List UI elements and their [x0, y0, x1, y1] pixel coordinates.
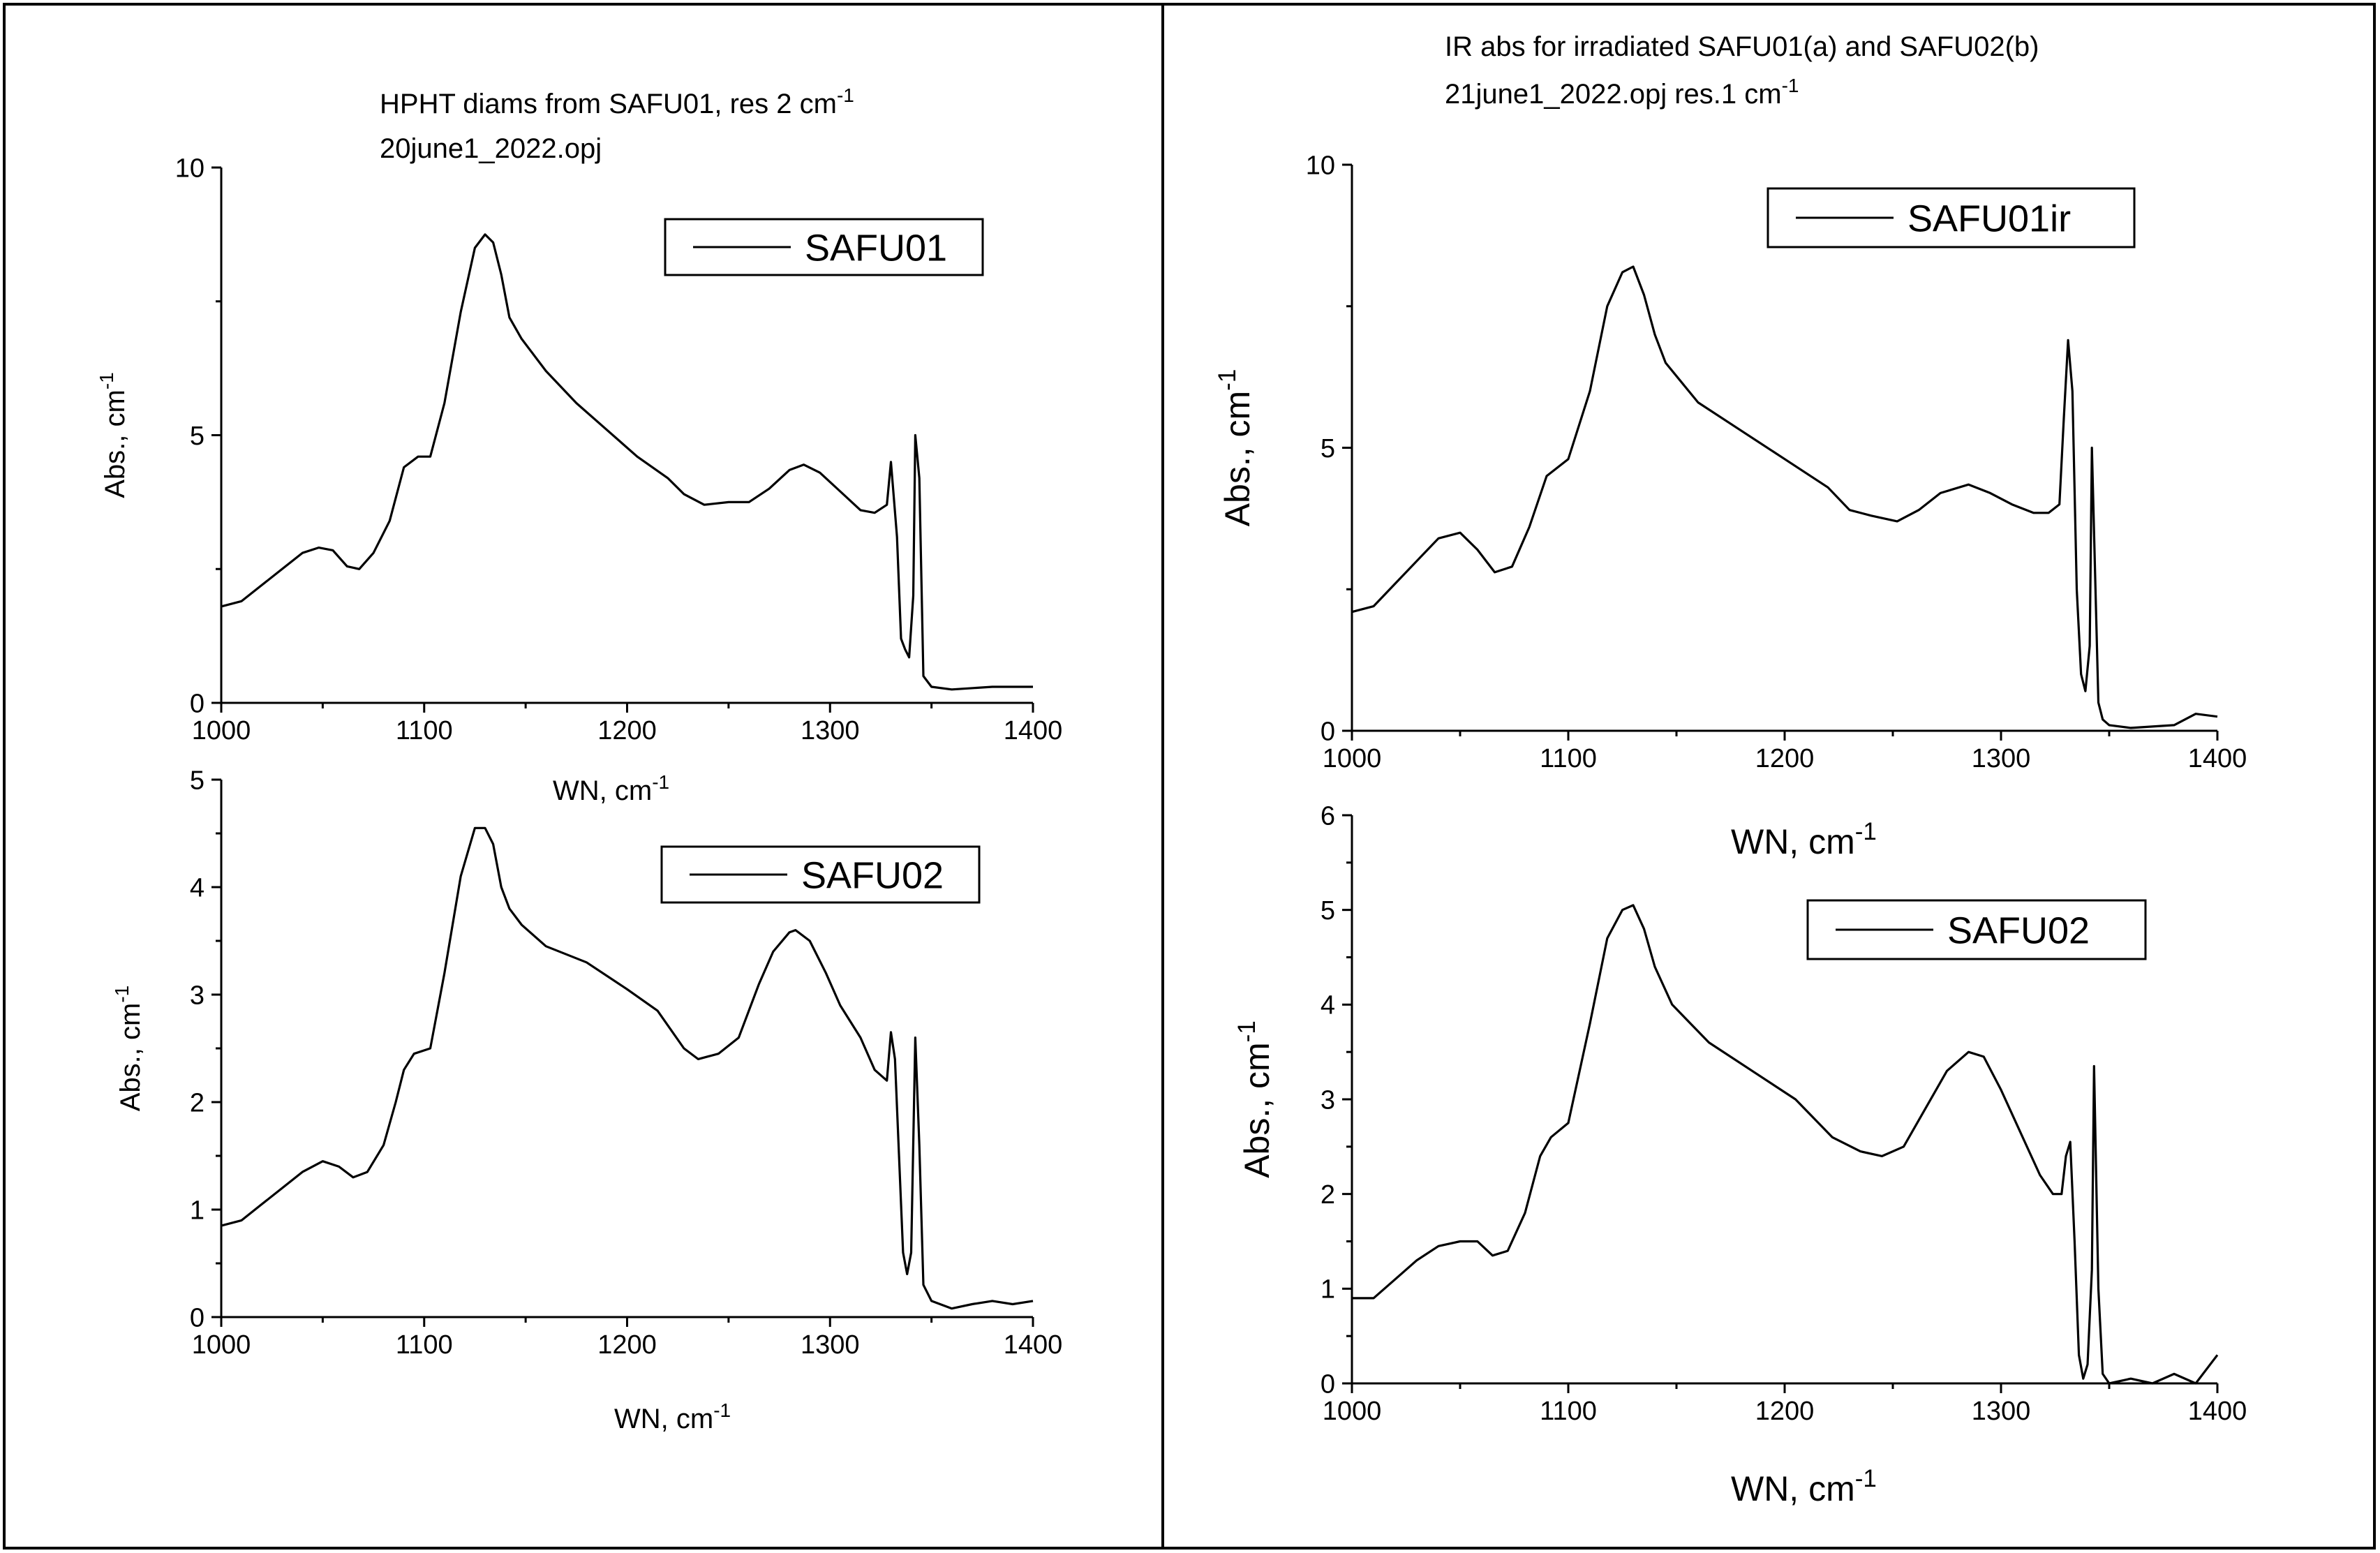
x-axis-label-sup: -1: [652, 771, 669, 793]
y-axis-label-sup: -1: [96, 372, 117, 389]
y-axis-label: Abs., cm-1: [1214, 369, 1257, 527]
y-axis-label: Abs., cm-1: [111, 986, 146, 1112]
legend-box: [664, 218, 984, 276]
x-tick-label: 1000: [1323, 1397, 1382, 1426]
y-tick-label: 5: [1321, 434, 1335, 463]
right-panel-frame: [1161, 3, 2376, 1550]
y-tick-label: 1: [190, 1196, 204, 1225]
y-tick-label: 4: [190, 873, 204, 902]
y-tick-label: 5: [1321, 896, 1335, 926]
legend-label: SAFU02: [801, 854, 944, 896]
x-tick-label: 1100: [1540, 1397, 1597, 1426]
x-tick-label: 1400: [1004, 716, 1063, 745]
y-axis-label-text: Abs., cm: [1237, 1042, 1277, 1177]
x-tick-label: 1000: [1323, 744, 1382, 773]
right-title-line2: 21june1_2022.opj res.1 cm-1: [1445, 75, 1799, 110]
x-axis-label-sup: -1: [713, 1399, 731, 1421]
x-tick-label: 1400: [2188, 744, 2247, 773]
x-tick-label: 1000: [192, 1330, 251, 1360]
y-tick-label: 3: [190, 981, 204, 1010]
y-axis-label: Abs., cm-1: [96, 372, 131, 498]
y-tick-label: 2: [190, 1088, 204, 1117]
y-tick-label: 6: [1321, 801, 1335, 831]
x-axis-label: WN, cm-1: [1731, 1465, 1877, 1508]
x-tick-label: 1000: [192, 716, 251, 745]
legend-label: SAFU02: [1947, 909, 2090, 951]
series-line-safu01: [221, 233, 1033, 691]
x-axis-label-sup: -1: [1855, 1465, 1877, 1492]
left-title-line2: 20june1_2022.opj: [380, 133, 602, 164]
x-tick-label: 1400: [1004, 1330, 1063, 1360]
x-tick-label: 1200: [597, 716, 657, 745]
x-axis-label: WN, cm-1: [1731, 818, 1877, 861]
y-axis-label-sup: -1: [1214, 369, 1241, 391]
series-line-safu02: [1352, 904, 2219, 1385]
x-axis-label-text: WN, cm: [1731, 822, 1855, 861]
y-axis-label-text: Abs., cm: [100, 389, 131, 498]
x-axis-label-text: WN, cm: [553, 775, 652, 806]
y-tick-label: 0: [1321, 717, 1335, 746]
x-tick-label: 1300: [1972, 744, 2031, 773]
x-tick-label: 1300: [1972, 1397, 2031, 1426]
right-title-line2-sup: -1: [1782, 75, 1799, 96]
y-tick-label: 3: [1321, 1085, 1335, 1115]
y-tick-label: 0: [190, 689, 204, 718]
x-tick-label: 1300: [801, 716, 860, 745]
y-axis-label-text: Abs., cm: [115, 1003, 146, 1112]
y-axis-label-sup: -1: [111, 986, 133, 1003]
left-title-line1-sup: -1: [837, 84, 854, 106]
x-axis-label-text: WN, cm: [1731, 1469, 1855, 1508]
right-title-line2-text: 21june1_2022.opj res.1 cm: [1445, 79, 1782, 110]
x-axis-label-text: WN, cm: [614, 1404, 713, 1434]
y-axis-label-text: Abs., cm: [1218, 391, 1257, 526]
y-tick-label: 2: [1321, 1180, 1335, 1210]
x-tick-label: 1100: [396, 716, 453, 745]
y-axis-label-sup: -1: [1233, 1020, 1260, 1042]
x-tick-label: 1200: [1755, 744, 1815, 773]
x-tick-label: 1100: [1540, 744, 1597, 773]
y-tick-label: 10: [1306, 151, 1335, 180]
legend-label: SAFU01ir: [1907, 198, 2071, 239]
y-tick-label: 5: [190, 422, 204, 451]
y-tick-label: 10: [175, 154, 204, 183]
y-tick-label: 0: [190, 1303, 204, 1332]
x-tick-label: 1200: [597, 1330, 657, 1360]
y-tick-label: 0: [1321, 1369, 1335, 1399]
x-tick-label: 1100: [396, 1330, 453, 1360]
right-title-line1: IR abs for irradiated SAFU01(a) and SAFU…: [1445, 31, 2039, 62]
y-tick-label: 1: [1321, 1275, 1335, 1305]
series-line-safu02: [221, 826, 1034, 1310]
left-title-line1-text: HPHT diams from SAFU01, res 2 cm: [380, 89, 837, 119]
y-tick-label: 5: [190, 766, 204, 795]
y-tick-label: 4: [1321, 991, 1335, 1020]
x-tick-label: 1300: [801, 1330, 860, 1360]
x-tick-label: 1400: [2188, 1397, 2247, 1426]
x-axis-label: WN, cm-1: [614, 1399, 731, 1434]
y-axis-label: Abs., cm-1: [1233, 1020, 1277, 1178]
left-title-line1: HPHT diams from SAFU01, res 2 cm-1: [380, 84, 854, 119]
x-tick-label: 1200: [1755, 1397, 1815, 1426]
x-axis-label-sup: -1: [1855, 818, 1877, 845]
legend-label: SAFU01: [805, 227, 947, 269]
x-axis-label: WN, cm-1: [553, 771, 669, 806]
series-line-safu01ir: [1351, 265, 2218, 729]
